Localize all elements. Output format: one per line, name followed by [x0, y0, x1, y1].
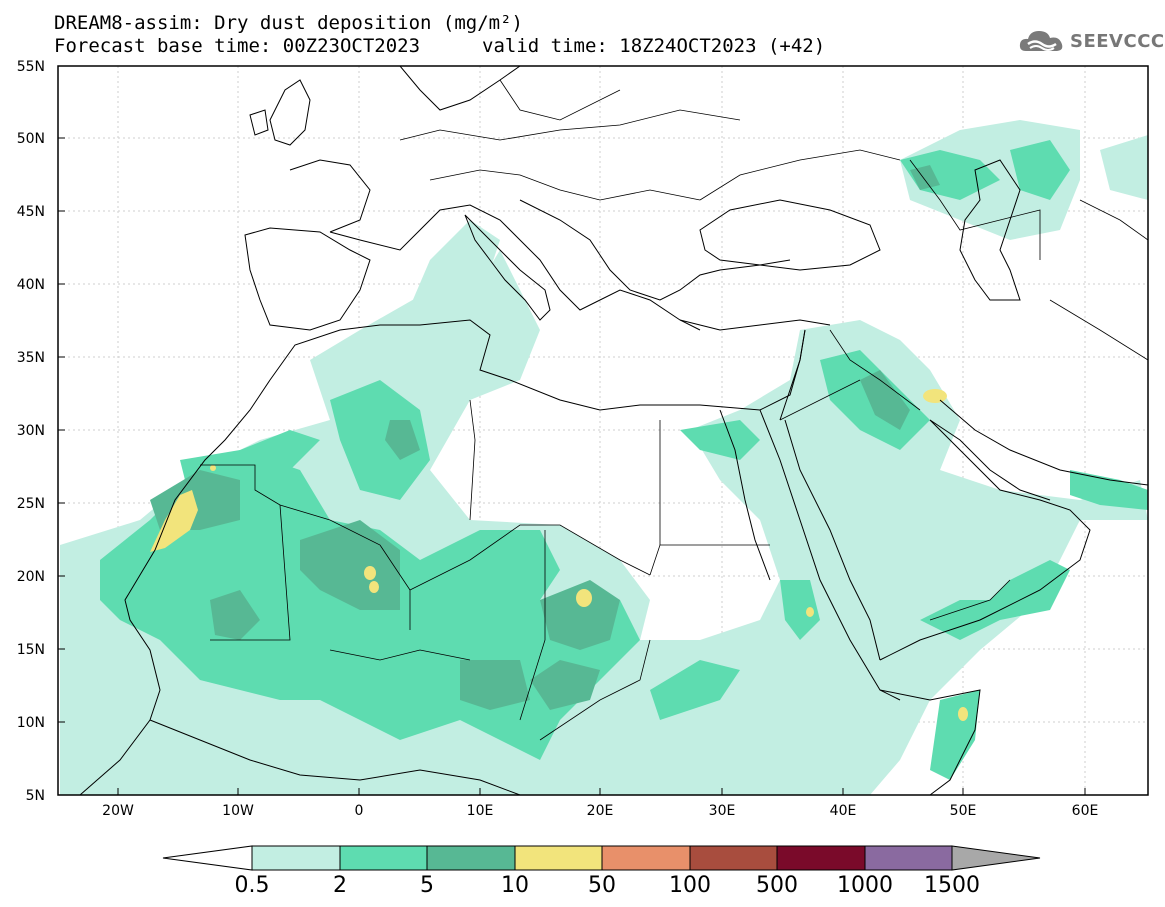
logo-text: SEEVCCC: [1070, 30, 1165, 52]
forecast-base-time: Forecast base time: 00Z23OCT2023: [54, 35, 421, 57]
lon-label: 20W: [102, 803, 134, 819]
colorbar-label: 2: [333, 873, 347, 898]
lat-label: 45N: [17, 204, 45, 220]
lon-label: 10E: [467, 803, 494, 819]
colorbar-label: 0.5: [235, 873, 270, 898]
lat-label: 5N: [26, 788, 45, 804]
colorbar-high-arrow: [951, 845, 1041, 871]
lon-label: 0: [355, 803, 364, 819]
colorbar-swatch: [426, 845, 516, 871]
colorbar-swatch: [339, 845, 428, 871]
colorbar-swatch: [601, 845, 691, 871]
colorbar-swatch: [689, 845, 778, 871]
tick-marks: [58, 137, 1086, 795]
colorbar-label: 5: [420, 873, 434, 898]
colorbar-label: 10: [501, 873, 529, 898]
lon-label: 20E: [587, 803, 614, 819]
lat-label: 15N: [17, 642, 45, 658]
latitude-labels: 55N 50N 45N 40N 35N 30N 25N 20N 15N 10N …: [17, 59, 45, 804]
seevccc-logo: SEEVCCC: [1018, 27, 1165, 55]
lat-label: 20N: [17, 569, 45, 585]
lon-label: 60E: [1072, 803, 1099, 819]
colorbar: [162, 845, 1041, 871]
colorbar-label: 100: [669, 873, 711, 898]
colorbar-label: 50: [588, 873, 616, 898]
lon-label: 30E: [709, 803, 736, 819]
lat-label: 25N: [17, 496, 45, 512]
colorbar-label: 500: [756, 873, 798, 898]
country-borders: [200, 79, 1148, 741]
valid-time: valid time: 18Z24OCT2023 (+42): [482, 35, 826, 57]
colorbar-swatch: [776, 845, 866, 871]
lat-label: 10N: [17, 715, 45, 731]
colorbar-swatch: [251, 845, 341, 871]
lon-label: 40E: [830, 803, 857, 819]
colorbar-swatch: [864, 845, 953, 871]
lat-label: 35N: [17, 350, 45, 366]
colorbar-label: 1500: [924, 873, 980, 898]
cloud-icon: [1019, 31, 1063, 51]
coastlines: [58, 66, 1148, 795]
lon-label: 10W: [222, 803, 254, 819]
colorbar-swatch: [514, 845, 603, 871]
map-title: DREAM8-assim: Dry dust deposition (mg/m²…: [54, 12, 523, 34]
colorbar-label: 1000: [837, 873, 893, 898]
lat-label: 55N: [17, 59, 45, 75]
colorbar-labels: 0.5 2 5 10 50 100 500 1000 1500: [235, 873, 981, 898]
longitude-labels: 20W 10W 0 10E 20E 30E 40E 50E 60E: [102, 803, 1098, 819]
lat-label: 40N: [17, 277, 45, 293]
colorbar-low-arrow: [162, 845, 253, 871]
lon-label: 50E: [950, 803, 977, 819]
lat-label: 50N: [17, 131, 45, 147]
lat-label: 30N: [17, 423, 45, 439]
